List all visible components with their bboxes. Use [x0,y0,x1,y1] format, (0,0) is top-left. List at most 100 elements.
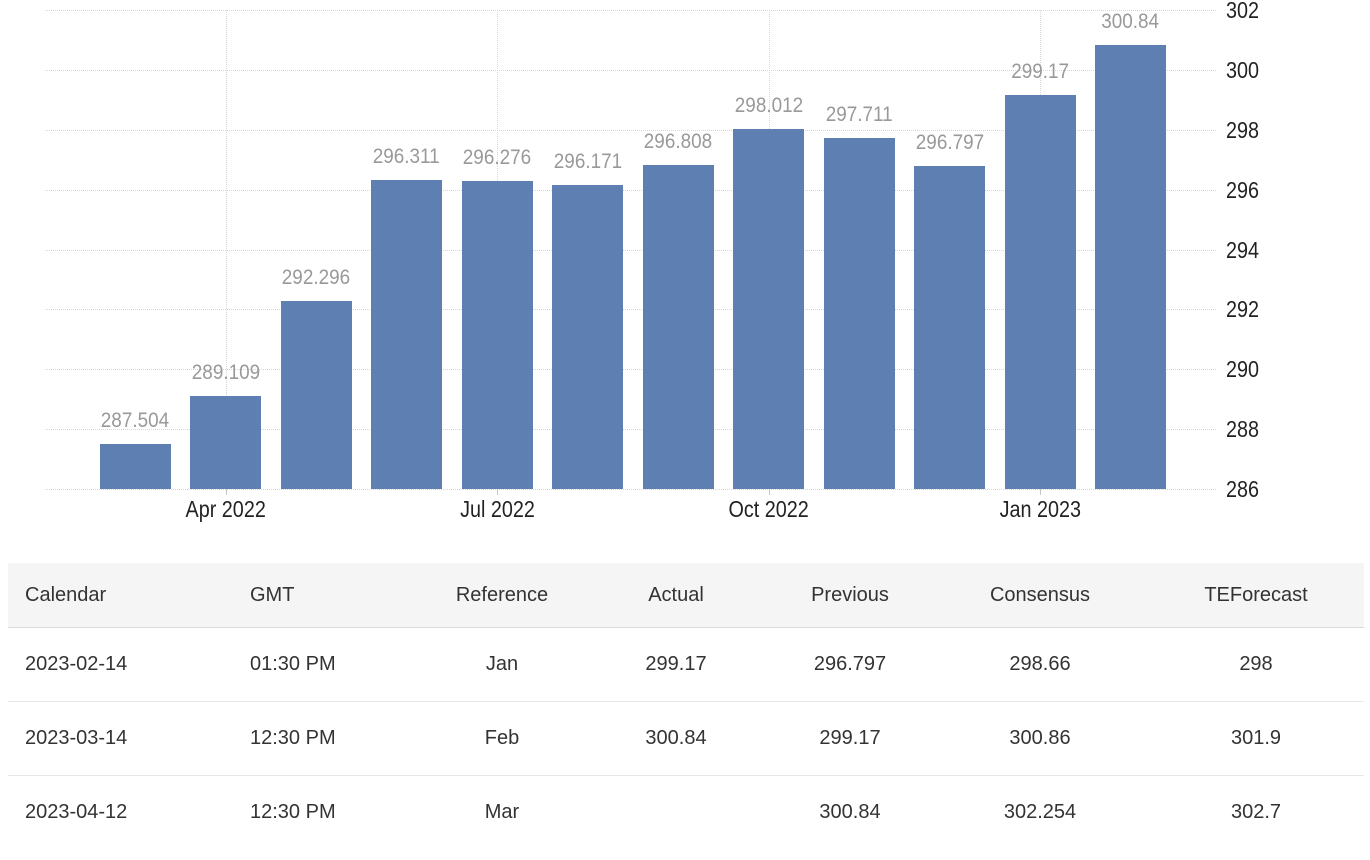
x-axis-label-text: Jan 2023 [999,496,1081,522]
gridline-h [45,249,1216,251]
bar[interactable] [461,181,533,489]
x-axis-tick-mark [1040,489,1041,495]
y-axis-label-text: 294 [1226,236,1260,263]
x-axis-label: Jan 2023 [960,496,1120,523]
bar-value-text: 296.808 [643,130,713,154]
cell-previous: 300.84 [768,775,932,849]
table-body: 2023-02-14 01:30 PM Jan 299.17 296.797 298.66… [8,628,1364,849]
table-header: Calendar GMT Reference Actual Previous Consen… [8,563,1364,628]
cell-teforecast: 298 [1239,653,1273,675]
y-axis-label: 300 [1226,57,1264,83]
cell-previous: 299.17 [768,701,932,776]
cell-teforecast: 301.9 [1148,701,1364,776]
bar[interactable] [190,395,261,489]
cell-reference: Jan [485,653,519,675]
gridline-h [45,489,1216,490]
y-axis-label-text: 296 [1226,176,1260,203]
cell-reference: Mar [420,775,584,849]
bar[interactable] [552,184,623,489]
column-header-reference: Reference [420,563,584,628]
x-axis-label: Jul 2022 [417,496,577,523]
y-axis-label: 302 [1226,0,1264,23]
x-axis-label: Apr 2022 [146,496,306,523]
x-axis-label-text: Oct 2022 [728,496,809,522]
y-axis-label-text: 288 [1226,416,1260,443]
x-axis-tick-mark [768,489,770,495]
bar[interactable] [642,165,714,489]
cell-actual [584,775,768,849]
bar-value-label: 299.17 [970,59,1110,85]
cell-calendar: 2023-03-14 [8,701,233,776]
cell-calendar: 2023-02-14 [25,653,128,675]
bar[interactable] [914,165,985,489]
column-header-actual: Actual [584,563,768,628]
bar-value-text: 287.504 [100,408,170,432]
gridline-h [45,10,1216,11]
bar-value-label: 296.171 [518,149,658,175]
bar-value-label: 292.296 [246,265,386,291]
bar-value-label: 297.711 [789,102,929,128]
y-axis-label: 292 [1226,296,1264,322]
bar[interactable] [280,300,352,489]
bar-value-label: 296.311 [337,144,477,170]
bar-value-text: 296.311 [373,145,440,169]
bar-value-text: 300.84 [1101,9,1160,33]
calendar-table: Calendar GMT Reference Actual Previous Consen… [8,563,1364,849]
gridline-h [45,309,1216,311]
gridline-h [45,429,1216,431]
cell-actual: 300.84 [584,701,768,776]
bar[interactable] [1095,44,1166,489]
gridline-h [45,129,1216,131]
cell-gmt: 12:30 PM [233,701,420,776]
gridline-h [45,189,1216,191]
bar[interactable] [371,180,442,489]
bar-value-text: 296.276 [462,146,532,170]
bar-value-label: 298.012 [699,93,839,119]
gridline-h [45,369,1216,371]
y-axis-label-text: 302 [1226,0,1260,23]
bar-value-label: 296.276 [427,145,567,171]
gridline-v [225,10,227,489]
y-axis-label-text: 298 [1226,116,1260,143]
y-axis-label-text: 300 [1226,56,1260,83]
gridline-h [45,69,1216,71]
bar-value-text: 296.797 [915,130,984,154]
bar-value-label: 296.808 [608,129,748,155]
y-axis-label: 290 [1226,356,1264,382]
cpi-bar-chart: 286 288 290 292 294 296 298 300 302 Apr 2022 Jul 2… [45,0,1264,523]
table-row: 2023-02-14 01:30 PM Jan 299.17 296.797 298.66… [8,628,1364,702]
bar-value-label: 287.504 [65,408,205,434]
column-header-previous: Previous [768,563,932,628]
y-axis-label: 298 [1226,117,1264,143]
cell-consensus: 300.86 [932,701,1148,776]
y-axis-label-text: 286 [1226,476,1260,502]
bar[interactable] [733,129,804,489]
bar-value-text: 292.296 [281,265,351,289]
cell-calendar: 2023-04-12 [8,775,233,849]
cell-consensus: 298.66 [1009,653,1071,675]
bar-value-text: 296.171 [553,149,622,173]
column-header-gmt: GMT [233,563,420,628]
column-header-teforecast: TEForecast [1148,563,1364,628]
cell-consensus: 302.254 [932,775,1148,849]
x-axis-label: Oct 2022 [689,496,849,523]
bar-value-text: 299.17 [1011,59,1069,83]
table-row: 2023-03-14 12:30 PM Feb 300.84 299.17 300.86 3… [8,701,1364,776]
x-axis-tick-mark [497,489,498,495]
bar-value-text: 297.711 [825,103,893,127]
x-axis-label-text: Jul 2022 [459,496,535,522]
y-axis-label: 288 [1226,416,1264,442]
bar-value-label: 300.84 [1061,9,1201,35]
bar[interactable] [1004,94,1076,489]
bar-value-text: 289.109 [191,360,260,384]
cell-reference: Feb [420,701,584,776]
x-axis-tick-mark [225,489,227,495]
cell-actual: 299.17 [645,653,707,675]
y-axis-label: 294 [1226,237,1264,263]
bar[interactable] [99,443,171,489]
x-axis-label-text: Apr 2022 [185,496,266,522]
y-axis-label-text: 290 [1226,356,1260,383]
y-axis-label: 286 [1226,476,1264,502]
bar[interactable] [823,138,895,489]
